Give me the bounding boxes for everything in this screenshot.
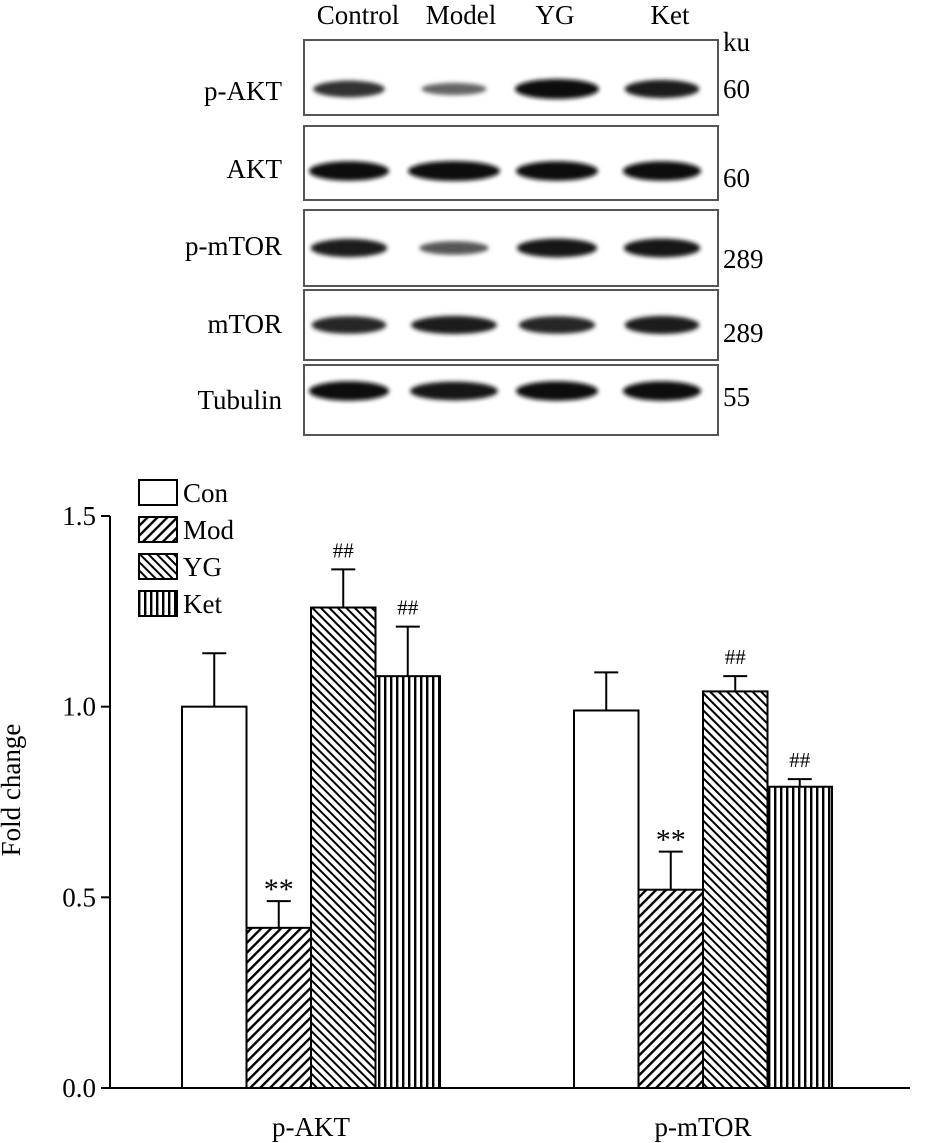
significance-mark: ##	[789, 748, 811, 772]
legend-label: Mod	[183, 515, 235, 545]
blot-row-label: p-mTOR	[185, 231, 282, 261]
significance-mark: **	[656, 824, 686, 857]
significance-mark: ##	[397, 596, 419, 620]
bar-mod-p-akt	[245, 926, 312, 1090]
lane-label-yg: YG	[536, 0, 575, 30]
blot-band	[308, 161, 390, 181]
blot-band	[411, 315, 497, 335]
y-tick-label: 0.5	[62, 882, 96, 912]
legend-label: YG	[183, 552, 222, 582]
legend-swatch	[138, 590, 178, 617]
significance-mark: ##	[725, 645, 747, 669]
blot-mw-label: 60	[723, 163, 750, 193]
x-tick-label: p-AKT	[272, 1112, 350, 1142]
blot-band	[622, 161, 702, 181]
bar-ket-p-akt	[374, 675, 441, 1089]
bar-yg-p-akt	[310, 606, 377, 1090]
blot-band	[515, 161, 599, 181]
blot-band	[624, 79, 700, 99]
blot-mw-label: 289	[723, 318, 764, 348]
blot-band	[515, 381, 599, 401]
blot-band	[515, 79, 599, 99]
significance-mark: ##	[333, 538, 355, 562]
legend-swatch	[138, 479, 178, 506]
blot-band	[421, 82, 487, 96]
blot-band	[623, 238, 701, 258]
blot-row-label: mTOR	[207, 309, 282, 339]
blot-band	[518, 316, 596, 334]
mw-unit-label: ku	[723, 27, 751, 57]
blot-band	[622, 381, 702, 401]
bar-chart: Fold change 0.0 0.5 1.0 1.5 ** ## ## p-AKT ** ## #…	[0, 478, 910, 1142]
legend: Con Mod YG Ket	[138, 478, 235, 619]
lane-label-model: Model	[426, 0, 497, 30]
y-tick-label: 1.5	[62, 501, 96, 531]
blot-mw-label: 60	[723, 74, 750, 104]
legend-swatch	[138, 553, 178, 580]
blot-band	[624, 315, 700, 335]
bar-con-p-mtor	[573, 709, 640, 1089]
western-blot-panel: Control Model YG Ket ku p-AKT 60 AKT 60 p-mT…	[185, 0, 764, 436]
blot-row-label: AKT	[227, 154, 283, 184]
bar-mod-p-mtor	[637, 888, 704, 1089]
x-tick-label: p-mTOR	[654, 1112, 751, 1142]
bar-yg-p-mtor	[702, 690, 769, 1089]
blot-frame-0	[303, 39, 719, 116]
blot-band	[419, 241, 489, 255]
y-tick-label: 1.0	[62, 692, 96, 722]
blot-band	[308, 381, 390, 401]
y-tick-label: 0.0	[62, 1073, 96, 1103]
bar-ket-p-mtor	[766, 785, 833, 1089]
blot-band	[310, 238, 388, 258]
blot-mw-label: 55	[723, 382, 750, 412]
blot-row-label: Tubulin	[197, 385, 282, 415]
legend-label: Con	[183, 478, 229, 508]
blot-band	[313, 80, 385, 98]
blot-band	[311, 316, 387, 334]
chart-marks: 0.0 0.5 1.0 1.5 ** ## ## p-AKT ** ## ## p-mTOR	[62, 501, 910, 1142]
blot-row-label: p-AKT	[204, 76, 282, 106]
blot-band	[408, 161, 500, 181]
legend-label: Ket	[183, 589, 222, 619]
blot-band	[516, 238, 598, 258]
lane-label-ket: Ket	[651, 0, 690, 30]
blot-band	[410, 381, 498, 401]
legend-swatch	[138, 516, 178, 543]
significance-mark: **	[264, 873, 294, 906]
blot-mw-label: 289	[723, 244, 764, 274]
bar-con-p-akt	[181, 705, 248, 1090]
y-axis-title: Fold change	[0, 724, 26, 857]
lane-label-control: Control	[317, 0, 400, 30]
